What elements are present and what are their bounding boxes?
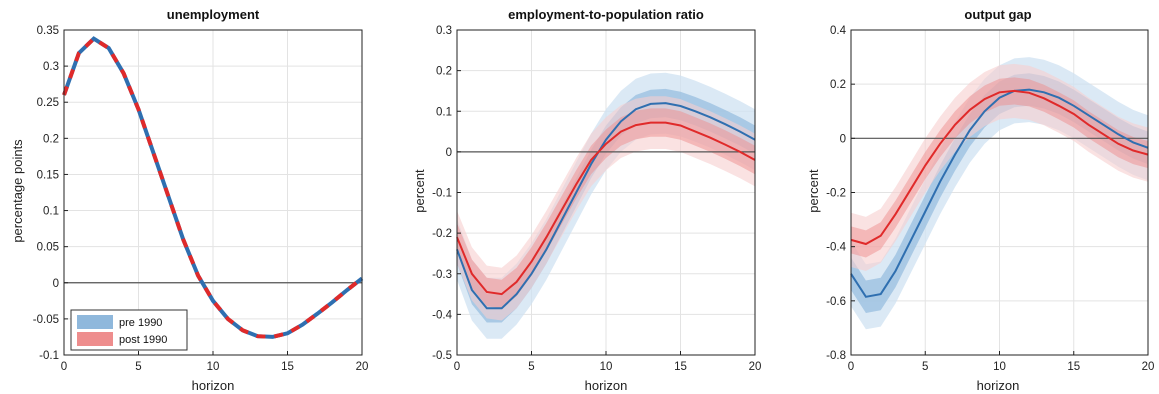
y-axis-label: percent [412,169,427,213]
legend-swatch-pre-1990 [77,315,113,329]
y-tick-label: 0 [446,147,452,159]
line-post-1990 [850,89,1149,246]
legend-swatch-post-1990 [77,332,113,346]
panel-unemployment: unemployment horizon percentage points 0… [10,7,368,393]
y-tick-label: -0.1 [432,188,452,200]
x-tick-label: 20 [749,361,762,373]
x-tick-label: 20 [356,361,369,373]
y-tick-label: 0 [840,133,846,145]
x-tick-label: 0 [454,361,460,373]
y-axis-label: percentage points [10,139,25,243]
y-tick-label: 0.2 [830,79,846,91]
panel-title: unemployment [167,7,260,22]
grid [63,29,363,356]
x-tick-label: 10 [207,361,220,373]
panel-title: output gap [964,7,1031,22]
x-tick-label: 15 [674,361,687,373]
x-tick-label: 0 [61,361,67,373]
x-tick-label: 10 [600,361,613,373]
y-tick-label: -0.5 [432,350,452,362]
y-tick-label: 0.35 [37,25,59,37]
x-axis-label: horizon [585,378,628,393]
panel-employment-to-population: employment-to-population ratio horizon p… [412,7,761,393]
y-tick-label: -0.6 [826,296,846,308]
y-tick-label: -0.2 [432,228,452,240]
x-tick-label: 5 [528,361,534,373]
x-tick-label: 0 [848,361,854,373]
y-tick-label: -0.8 [826,350,846,362]
legend-label-pre-1990: pre 1990 [119,317,162,329]
x-tick-label: 20 [1142,361,1155,373]
y-tick-label: 0.3 [436,25,452,37]
y-tick-label: 0.1 [43,206,59,218]
y-tick-label: 0.4 [830,25,847,37]
band-inner-pre-1990 [851,73,1148,313]
x-tick-label: 5 [135,361,141,373]
y-tick-label: 0 [53,278,59,290]
x-tick-label: 15 [281,361,294,373]
line-post-1990 [62,36,364,339]
y-tick-label: 0.05 [37,242,59,254]
x-tick-label: 10 [993,361,1006,373]
x-axis-label: horizon [977,378,1020,393]
y-tick-label: -0.1 [39,350,59,362]
line-pre-1990 [850,88,1149,298]
y-tick-label: -0.4 [432,309,452,321]
plot-area [62,36,364,339]
plot-area [850,57,1149,330]
band-inner-post-1990 [851,77,1148,258]
plot-area [456,72,756,339]
x-tick-label: 5 [922,361,928,373]
y-tick-label: 0.15 [37,169,59,181]
y-tick-label: 0.25 [37,97,59,109]
line-pre-1990 [456,102,756,310]
legend: pre 1990 post 1990 [70,309,188,351]
y-tick-label: 0.2 [436,66,452,78]
x-axis-label: horizon [192,378,235,393]
x-tick-label: 15 [1067,361,1080,373]
panel-title: employment-to-population ratio [508,7,704,22]
y-tick-label: -0.3 [432,269,452,281]
y-tick-label: 0.3 [43,61,59,73]
legend-label-post-1990: post 1990 [119,334,167,346]
y-tick-label: -0.4 [826,242,846,254]
y-tick-label: 0.2 [43,133,59,145]
panel-output-gap: output gap horizon percent 0 5 10 15 20 -0.8 -… [806,7,1154,393]
y-axis-label: percent [806,169,821,213]
band-inner-post-1990 [457,108,755,309]
y-tick-label: 0.1 [436,106,452,118]
y-tick-label: -0.05 [33,314,59,326]
y-tick-label: -0.2 [826,188,846,200]
line-post-1990 [456,121,756,296]
